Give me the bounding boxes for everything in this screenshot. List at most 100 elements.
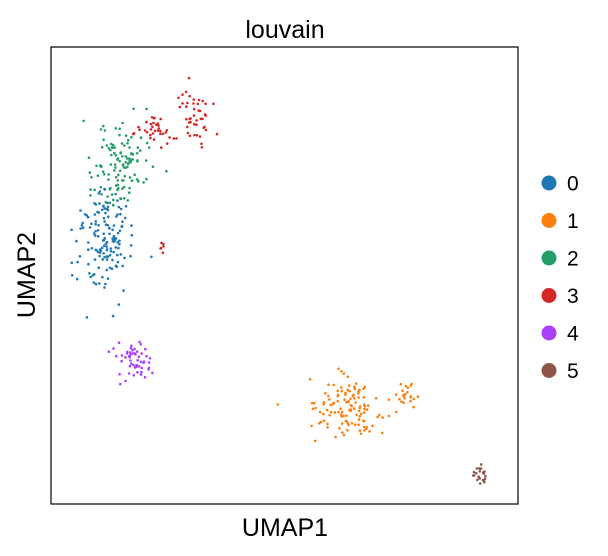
data-point-cluster-1 — [359, 432, 363, 436]
data-point-cluster-1 — [340, 410, 344, 414]
data-point-cluster-3 — [186, 101, 189, 105]
data-point-cluster-0 — [96, 229, 100, 232]
legend-label-4: 4 — [567, 323, 579, 346]
data-point-cluster-1 — [340, 422, 344, 425]
data-point-cluster-0 — [76, 260, 79, 264]
scatter-points — [70, 76, 487, 485]
data-point-cluster-1 — [334, 435, 337, 439]
data-point-cluster-2 — [121, 155, 124, 158]
data-point-cluster-3 — [192, 122, 196, 126]
data-point-cluster-2 — [129, 160, 132, 164]
data-point-cluster-1 — [395, 410, 398, 414]
data-point-cluster-0 — [97, 224, 100, 227]
data-point-cluster-0 — [115, 215, 118, 218]
data-point-cluster-0 — [87, 262, 90, 266]
data-point-cluster-2 — [135, 178, 139, 181]
data-point-cluster-0 — [96, 235, 100, 238]
data-point-cluster-2 — [124, 161, 127, 164]
data-point-cluster-2 — [106, 195, 109, 198]
data-point-cluster-2 — [118, 127, 121, 131]
data-point-cluster-4 — [128, 364, 132, 368]
data-point-cluster-2 — [108, 188, 112, 191]
data-point-cluster-4 — [124, 379, 127, 383]
data-point-cluster-0 — [102, 244, 106, 248]
data-point-cluster-2 — [122, 179, 125, 182]
data-point-cluster-1 — [355, 413, 358, 417]
data-point-cluster-2 — [110, 193, 114, 196]
data-point-cluster-0 — [114, 192, 117, 196]
data-point-cluster-4 — [120, 359, 123, 363]
data-point-cluster-3 — [151, 125, 154, 129]
data-point-cluster-2 — [103, 129, 107, 132]
data-point-cluster-4 — [129, 353, 132, 357]
data-point-cluster-3 — [145, 120, 148, 124]
data-point-cluster-5 — [483, 480, 486, 484]
data-point-cluster-5 — [478, 470, 482, 473]
data-point-cluster-1 — [357, 392, 360, 395]
data-point-cluster-3 — [138, 128, 141, 132]
data-point-cluster-0 — [100, 246, 104, 250]
data-point-cluster-3 — [192, 114, 196, 117]
data-point-cluster-2 — [112, 204, 115, 207]
data-point-cluster-3 — [181, 93, 184, 96]
data-point-cluster-1 — [328, 398, 331, 401]
data-point-cluster-4 — [117, 341, 121, 345]
data-point-cluster-0 — [108, 201, 112, 205]
data-point-cluster-1 — [337, 410, 340, 414]
data-point-cluster-0 — [88, 272, 91, 275]
data-point-cluster-4 — [140, 366, 143, 370]
data-point-cluster-5 — [479, 467, 483, 470]
legend-item-5: 5 — [541, 360, 579, 383]
data-point-cluster-0 — [106, 205, 110, 209]
data-point-cluster-4 — [136, 371, 139, 374]
legend-item-2: 2 — [541, 248, 579, 271]
data-point-cluster-3 — [201, 99, 204, 103]
data-point-cluster-0 — [114, 246, 117, 249]
data-point-cluster-0 — [123, 216, 127, 220]
data-point-cluster-0 — [100, 208, 104, 212]
data-point-cluster-1 — [313, 401, 316, 405]
data-point-cluster-0 — [119, 207, 123, 211]
data-point-cluster-0 — [101, 275, 104, 279]
data-point-cluster-1 — [332, 383, 336, 387]
data-point-cluster-0 — [80, 224, 84, 227]
data-point-cluster-2 — [145, 107, 148, 111]
data-point-cluster-1 — [336, 393, 340, 397]
data-point-cluster-3 — [149, 128, 153, 131]
data-point-cluster-4 — [118, 372, 121, 376]
data-point-cluster-2 — [114, 154, 118, 157]
data-point-cluster-0 — [81, 226, 85, 229]
data-point-cluster-2 — [121, 163, 125, 166]
data-point-cluster-4 — [131, 348, 134, 352]
data-point-cluster-0 — [81, 221, 84, 225]
data-point-cluster-4 — [133, 366, 137, 369]
data-point-cluster-4 — [137, 365, 141, 368]
data-point-cluster-3 — [188, 134, 192, 138]
data-point-cluster-1 — [376, 415, 379, 419]
data-point-cluster-0 — [91, 273, 95, 277]
data-point-cluster-0 — [111, 258, 114, 262]
data-point-cluster-1 — [336, 389, 340, 393]
data-point-cluster-0 — [113, 238, 117, 241]
data-point-cluster-2 — [93, 188, 96, 192]
data-point-cluster-0 — [106, 277, 110, 280]
data-point-cluster-4 — [140, 352, 143, 355]
data-point-cluster-3 — [200, 142, 203, 146]
data-point-cluster-1 — [340, 389, 344, 393]
data-point-cluster-0 — [105, 268, 109, 272]
data-point-cluster-1 — [398, 397, 401, 401]
data-point-cluster-0 — [116, 213, 119, 216]
data-point-cluster-1 — [365, 427, 368, 431]
data-point-cluster-1 — [322, 412, 325, 416]
data-point-cluster-1 — [374, 396, 378, 400]
data-point-cluster-2 — [118, 169, 122, 173]
data-point-cluster-2 — [109, 163, 113, 166]
data-point-cluster-1 — [347, 423, 350, 427]
data-point-cluster-0 — [112, 224, 116, 227]
data-point-cluster-1 — [401, 389, 404, 393]
data-point-cluster-1 — [405, 391, 409, 394]
data-point-cluster-0 — [117, 205, 121, 209]
chart-title: louvain — [245, 16, 324, 44]
data-point-cluster-2 — [118, 160, 121, 163]
data-point-cluster-0 — [112, 234, 116, 238]
